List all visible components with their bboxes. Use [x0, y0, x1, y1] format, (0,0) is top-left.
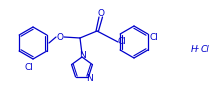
Text: Cl: Cl: [201, 45, 209, 55]
Text: ·: ·: [196, 44, 200, 56]
Text: H: H: [191, 45, 197, 55]
Text: Cl: Cl: [118, 38, 127, 47]
Text: Cl: Cl: [25, 63, 33, 72]
Text: N: N: [79, 50, 85, 60]
Text: Cl: Cl: [149, 33, 158, 42]
Text: O: O: [56, 33, 63, 41]
Text: O: O: [97, 9, 105, 19]
Text: N: N: [86, 74, 93, 83]
